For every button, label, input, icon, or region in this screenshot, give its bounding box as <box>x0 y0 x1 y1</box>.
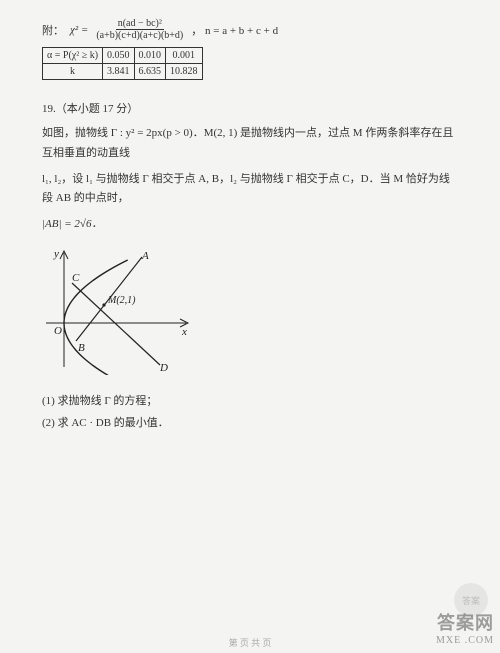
table-cell: 0.010 <box>134 48 166 64</box>
sub-question-1: (1) 求抛物线 Γ 的方程； <box>42 392 458 408</box>
svg-text:x: x <box>181 326 187 338</box>
table-cell: 0.001 <box>166 48 203 64</box>
table-cell: 3.841 <box>103 64 135 80</box>
table-row: k 3.841 6.635 10.828 <box>43 64 203 80</box>
svg-text:M(2,1): M(2,1) <box>107 295 136 306</box>
table-cell: k <box>43 64 103 80</box>
sub-question-2: (2) 求 AC · DB 的最小值． <box>42 414 458 430</box>
reference-table: α = P(χ² ≥ k) 0.050 0.010 0.001 k 3.841 … <box>42 47 203 80</box>
question-body-3: |AB| = 2√6． <box>42 215 458 235</box>
table-cell: 0.050 <box>103 48 135 64</box>
table-row: α = P(χ² ≥ k) 0.050 0.010 0.001 <box>43 48 203 64</box>
table-cell: 10.828 <box>166 64 203 80</box>
table-cell: α = P(χ² ≥ k) <box>43 48 103 64</box>
chi-square-formula: 附： χ² = n(ad − bc)² (a+b)(c+d)(a+c)(b+d)… <box>42 18 458 41</box>
formula-fraction: n(ad − bc)² (a+b)(c+d)(a+c)(b+d) <box>94 18 185 41</box>
svg-text:A: A <box>141 250 149 262</box>
svg-text:B: B <box>78 342 85 354</box>
formula-prefix: 附： <box>42 22 64 38</box>
svg-text:O: O <box>54 325 62 337</box>
svg-text:C: C <box>72 272 80 284</box>
watermark-top: 答案网 <box>436 613 494 635</box>
svg-text:y: y <box>53 248 59 260</box>
question-body-1: 如图，抛物线 Γ : y² = 2px(p > 0)．M(2, 1) 是抛物线内… <box>42 124 458 164</box>
table-cell: 6.635 <box>134 64 166 80</box>
formula-numerator: n(ad − bc)² <box>116 18 164 30</box>
figure-svg: y x O A B C D M(2,1) <box>42 245 192 375</box>
formula-lhs: χ² = <box>70 24 88 36</box>
parabola-figure: y x O A B C D M(2,1) <box>42 245 458 378</box>
question-head: 19.（本小题 17 分） <box>42 100 458 116</box>
svg-text:D: D <box>159 362 168 374</box>
question-body-2: l₁, l₂，设 l₁ 与抛物线 Γ 相交于点 A, B，l₂ 与抛物线 Γ 相… <box>42 170 458 210</box>
formula-tail: ， n = a + b + c + d <box>191 22 278 38</box>
page-footer: 第 页 共 页 <box>0 636 500 649</box>
watermark-circle-icon: 答案 <box>454 583 488 617</box>
formula-denominator: (a+b)(c+d)(a+c)(b+d) <box>94 30 185 41</box>
